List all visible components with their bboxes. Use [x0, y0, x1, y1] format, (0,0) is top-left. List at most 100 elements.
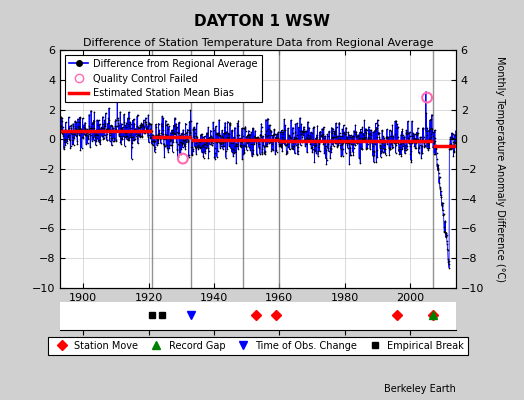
Point: [443, 247, 452, 254]
Point: [223, 118, 232, 125]
Point: [335, 120, 343, 126]
Point: [410, 135, 418, 142]
Point: [340, 136, 348, 143]
Point: [248, 153, 256, 160]
Point: [237, 138, 246, 144]
Point: [311, 135, 320, 141]
Point: [81, 132, 90, 138]
Point: [345, 134, 354, 141]
Point: [269, 147, 277, 154]
Point: [214, 132, 223, 139]
Point: [202, 144, 211, 151]
Point: [355, 135, 364, 141]
Point: [160, 141, 168, 148]
Point: [315, 140, 323, 146]
Point: [272, 134, 280, 140]
Point: [267, 129, 275, 136]
Point: [63, 127, 72, 134]
Point: [159, 115, 168, 121]
Point: [140, 130, 149, 136]
Point: [100, 135, 108, 142]
Point: [235, 137, 244, 143]
Point: [352, 131, 360, 137]
Point: [381, 138, 390, 144]
Point: [448, 135, 456, 142]
Point: [350, 128, 358, 134]
Point: [262, 116, 270, 123]
Point: [325, 128, 333, 135]
Point: [144, 132, 152, 139]
Point: [103, 131, 111, 137]
Legend: Difference from Regional Average, Quality Control Failed, Estimated Station Mean: Difference from Regional Average, Qualit…: [65, 55, 261, 102]
Point: [77, 126, 85, 133]
Point: [242, 134, 250, 141]
Point: [107, 122, 115, 129]
Point: [147, 128, 156, 134]
Point: [298, 139, 306, 145]
Point: [434, 167, 442, 174]
Point: [345, 132, 353, 138]
Point: [226, 120, 234, 126]
Point: [267, 148, 276, 154]
Point: [228, 127, 236, 133]
Point: [287, 143, 296, 149]
Point: [114, 115, 122, 122]
Point: [300, 124, 308, 130]
Point: [233, 120, 242, 126]
Point: [166, 142, 174, 148]
Point: [175, 119, 183, 126]
Point: [373, 154, 381, 160]
Point: [344, 129, 353, 135]
Point: [60, 144, 68, 150]
Point: [449, 152, 457, 159]
Point: [369, 128, 377, 135]
Point: [103, 126, 112, 132]
Point: [204, 148, 213, 154]
Point: [308, 130, 316, 136]
Point: [170, 116, 179, 122]
Point: [181, 146, 190, 152]
Point: [228, 140, 237, 146]
Point: [105, 127, 113, 133]
Point: [375, 129, 383, 136]
Point: [412, 129, 421, 136]
Point: [271, 136, 279, 142]
Point: [430, 150, 438, 157]
Point: [333, 133, 341, 140]
Point: [139, 117, 148, 123]
Point: [147, 134, 155, 140]
Point: [211, 156, 219, 162]
Point: [315, 148, 324, 154]
Point: [183, 136, 192, 143]
Point: [442, 229, 450, 236]
Point: [389, 139, 398, 145]
Point: [236, 143, 245, 149]
Point: [359, 136, 368, 142]
Point: [437, 194, 445, 200]
Point: [229, 146, 237, 152]
Point: [320, 140, 329, 146]
Point: [65, 124, 73, 131]
Point: [156, 133, 165, 139]
Point: [91, 132, 100, 139]
Point: [374, 117, 382, 123]
Point: [444, 261, 453, 267]
Point: [77, 130, 85, 136]
Point: [185, 132, 194, 138]
Point: [391, 130, 399, 137]
Point: [310, 147, 319, 153]
Point: [264, 126, 272, 132]
Point: [401, 146, 410, 153]
Point: [143, 125, 151, 132]
Point: [273, 131, 281, 137]
Point: [211, 138, 220, 145]
Point: [266, 132, 275, 138]
Point: [377, 150, 386, 156]
Point: [221, 130, 229, 136]
Point: [205, 138, 213, 144]
Point: [335, 121, 343, 127]
Point: [225, 134, 233, 140]
Point: [186, 130, 194, 136]
Point: [331, 128, 340, 134]
Point: [378, 149, 387, 155]
